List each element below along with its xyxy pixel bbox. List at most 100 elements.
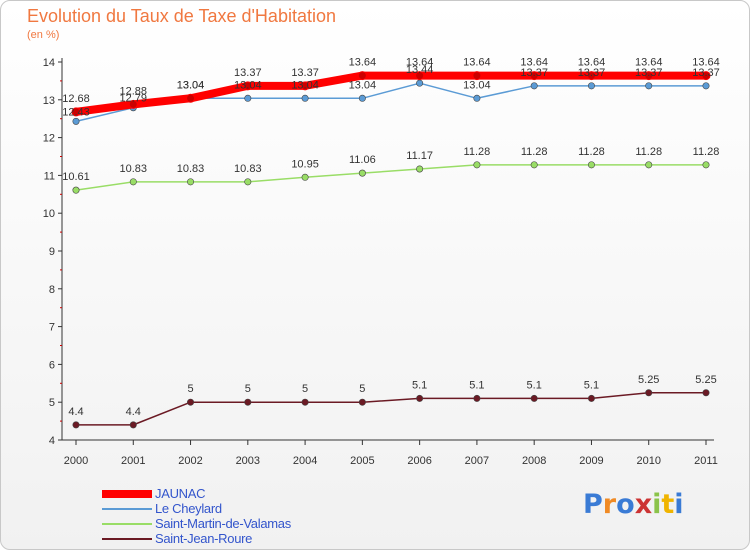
data-point xyxy=(244,94,252,102)
data-label: 12.68 xyxy=(62,93,90,105)
data-point xyxy=(702,389,710,397)
legend-swatch xyxy=(102,537,152,540)
data-label: 10.83 xyxy=(177,163,205,175)
data-point xyxy=(416,165,424,173)
data-label: 10.83 xyxy=(234,163,262,175)
data-label: 13.37 xyxy=(291,67,319,79)
data-label: 5.1 xyxy=(584,379,599,391)
logo-letter: t xyxy=(661,489,675,520)
x-tick-label: 2005 xyxy=(350,455,374,467)
x-tick-label: 2000 xyxy=(64,455,88,467)
data-label: 13.64 xyxy=(349,57,377,69)
data-point xyxy=(187,398,195,406)
data-point xyxy=(357,71,367,81)
logo-letter: x xyxy=(634,489,653,520)
data-label: 5 xyxy=(359,383,365,395)
y-tick-label: 14 xyxy=(43,57,55,69)
legend-swatch xyxy=(102,489,152,498)
data-label: 12.79 xyxy=(120,93,148,105)
data-point xyxy=(530,82,538,90)
legend-item-saint-martin-de-valamas[interactable]: Saint-Martin-de-Valamas xyxy=(102,516,291,531)
data-point xyxy=(300,81,310,91)
data-point xyxy=(301,398,309,406)
legend-item-saint-jean-roure[interactable]: Saint-Jean-Roure xyxy=(102,531,291,546)
data-label: 10.95 xyxy=(291,158,319,170)
data-label: 5.1 xyxy=(527,379,542,391)
logo-letter: i xyxy=(652,489,662,520)
data-point xyxy=(416,79,424,87)
data-label: 13.64 xyxy=(692,57,720,69)
y-tick-label: 8 xyxy=(49,284,55,296)
data-point xyxy=(72,421,80,429)
data-label: 13.37 xyxy=(635,67,663,79)
data-label: 11.17 xyxy=(406,150,433,162)
y-tick-label: 13 xyxy=(43,95,55,107)
x-tick-label: 2008 xyxy=(522,455,546,467)
data-point xyxy=(358,169,366,177)
data-point xyxy=(128,99,138,109)
data-point xyxy=(72,117,80,125)
data-label: 13.64 xyxy=(463,57,491,69)
x-tick-label: 2007 xyxy=(465,455,489,467)
data-label: 5.1 xyxy=(412,379,427,391)
legend-label: Le Cheylard xyxy=(155,501,222,516)
data-label: 13.37 xyxy=(234,67,262,79)
logo-letter: r xyxy=(602,489,617,520)
data-label: 10.83 xyxy=(120,163,148,175)
logo-letter: P xyxy=(583,489,603,520)
y-tick-label: 9 xyxy=(49,246,55,258)
x-tick-label: 2011 xyxy=(694,455,718,467)
chart-title: Evolution du Taux de Taxe d'Habitation xyxy=(27,6,336,26)
data-point xyxy=(587,394,595,402)
data-point xyxy=(129,178,137,186)
data-label: 13.04 xyxy=(177,79,205,91)
data-point xyxy=(415,71,425,81)
series-line-saint-jean-roure xyxy=(75,392,707,426)
data-label: 13.04 xyxy=(234,79,262,91)
data-point xyxy=(243,81,253,91)
data-point xyxy=(530,394,538,402)
data-point xyxy=(129,421,137,429)
data-point xyxy=(358,398,366,406)
data-label: 13.64 xyxy=(578,57,606,69)
logo-letter: i xyxy=(674,489,684,520)
data-label: 5 xyxy=(245,383,251,395)
legend-item-le-cheylard[interactable]: Le Cheylard xyxy=(102,501,291,516)
data-label: 11.28 xyxy=(464,146,491,158)
data-point xyxy=(644,71,654,81)
data-label: 13.04 xyxy=(463,79,491,91)
data-label: 13.64 xyxy=(520,57,548,69)
data-label: 13.04 xyxy=(349,79,377,91)
y-tick-label: 5 xyxy=(49,397,55,409)
x-tick-label: 2004 xyxy=(293,455,317,467)
data-label: 11.28 xyxy=(521,146,548,158)
data-point xyxy=(587,161,595,169)
data-label: 13.37 xyxy=(578,67,606,79)
data-label: 11.28 xyxy=(693,146,720,158)
data-label: 13.04 xyxy=(177,79,205,91)
data-label: 13.37 xyxy=(520,67,548,79)
proxiti-logo: Proxiti xyxy=(583,489,684,520)
data-point xyxy=(301,173,309,181)
data-label: 5 xyxy=(302,383,308,395)
data-label: 5 xyxy=(187,383,193,395)
data-label: 10.61 xyxy=(62,171,90,183)
legend-label: Saint-Martin-de-Valamas xyxy=(155,516,291,531)
legend-label: Saint-Jean-Roure xyxy=(155,531,253,546)
data-point xyxy=(702,82,710,90)
data-point xyxy=(72,186,80,194)
data-label: 4.4 xyxy=(68,406,83,418)
data-label: 13.64 xyxy=(635,57,663,69)
series-line-jaunac xyxy=(72,71,710,116)
y-tick-label: 7 xyxy=(49,322,55,334)
data-point xyxy=(645,389,653,397)
legend-item-jaunac[interactable]: JAUNAC xyxy=(102,486,291,501)
data-point xyxy=(472,71,482,81)
x-tick-label: 2006 xyxy=(407,455,431,467)
data-point xyxy=(71,107,81,117)
x-tick-label: 2001 xyxy=(121,455,145,467)
data-label: 4.4 xyxy=(126,406,141,418)
data-label: 5.25 xyxy=(695,374,716,386)
